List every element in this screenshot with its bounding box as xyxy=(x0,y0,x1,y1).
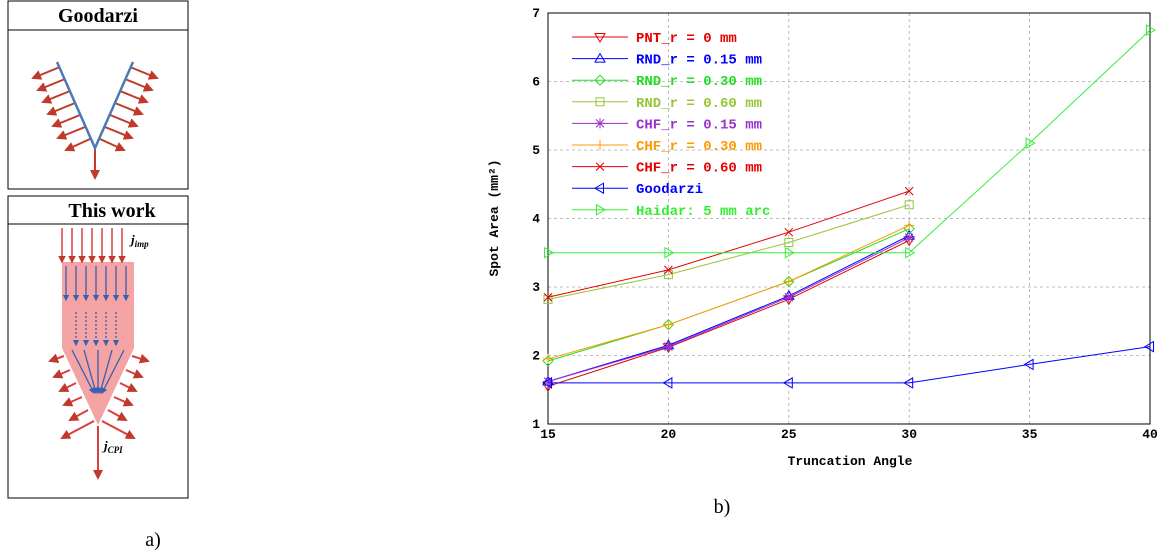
caption: b) xyxy=(714,496,731,518)
data-point xyxy=(904,200,914,210)
legend-label: RND_r = 0.30 mm xyxy=(636,74,762,90)
x-tick-label: 40 xyxy=(1142,427,1158,442)
internal-arrows xyxy=(62,266,130,395)
series-line xyxy=(548,29,1151,254)
series-line xyxy=(547,228,910,362)
data-point xyxy=(664,246,675,259)
data-point xyxy=(663,319,674,330)
legend-marker xyxy=(595,162,605,171)
data-point xyxy=(543,376,553,387)
v-profile xyxy=(55,61,135,152)
y-tick-label: 3 xyxy=(532,280,540,295)
legend-label: Goodarzi xyxy=(636,182,703,198)
data-point xyxy=(664,265,673,275)
x-axis-label: Truncation Angle xyxy=(788,454,913,469)
y-tick-label: 6 xyxy=(532,75,540,90)
series-line xyxy=(547,239,910,387)
label-j-cpi: jCPI xyxy=(102,438,123,455)
caption: a) xyxy=(145,529,161,551)
series-line xyxy=(547,237,910,383)
legend-label: CHF_r = 0.15 mm xyxy=(636,117,762,133)
header: This work xyxy=(68,200,156,222)
data-point xyxy=(1146,24,1156,36)
data-point xyxy=(782,377,793,389)
symbol: j xyxy=(129,232,135,247)
legend-label: CHF_r = 0.60 mm xyxy=(636,161,762,177)
data-point xyxy=(784,246,795,259)
data-point xyxy=(662,377,673,389)
legend-label: CHF_r = 0.30 mm xyxy=(636,139,762,155)
label-j-imp: jimp xyxy=(129,232,149,249)
legend-label: PNT_r = 0 mm xyxy=(636,31,737,47)
x-tick-label: 35 xyxy=(1022,427,1038,442)
legend-marker xyxy=(595,118,605,129)
data-point xyxy=(783,292,794,303)
legend-marker xyxy=(594,52,606,63)
frame xyxy=(7,195,189,499)
data-point xyxy=(1144,340,1154,353)
y-tick-label: 7 xyxy=(532,6,540,21)
legend-label: Haidar: 5 mm arc xyxy=(636,204,770,220)
data-point xyxy=(543,353,553,364)
legend-marker xyxy=(594,182,604,195)
symbol: j xyxy=(102,438,108,453)
y-tick-label: 4 xyxy=(532,212,540,227)
data-point xyxy=(784,227,794,237)
subscript: CPI xyxy=(108,445,124,455)
x-tick-label: 15 xyxy=(540,427,556,442)
y-tick-label: 2 xyxy=(532,349,540,364)
force-arrows xyxy=(48,353,150,480)
series-line xyxy=(547,235,910,383)
legend-label: RND_r = 0.60 mm xyxy=(636,96,762,112)
data-point xyxy=(905,246,916,259)
series-line xyxy=(547,204,910,300)
panel-a: Goodarzi This work jimp jCPI a) xyxy=(7,0,189,551)
x-tick-label: 30 xyxy=(901,427,917,442)
data-point xyxy=(904,186,914,196)
data-point xyxy=(904,220,915,231)
data-point xyxy=(543,292,553,302)
legend-marker xyxy=(596,203,606,216)
plot: 15 20 25 30 35 40 1 2 3 4 5 6 7 PNT_r = 0 mm RND_r = 0… xyxy=(532,6,1158,442)
legend-label: RND_r = 0.15 mm xyxy=(636,53,762,69)
series-line xyxy=(547,190,910,298)
y-tick-label: 5 xyxy=(532,143,540,158)
data-point xyxy=(783,276,794,287)
series-line xyxy=(547,224,910,360)
legend-marker xyxy=(595,140,605,150)
x-tick-label: 25 xyxy=(781,427,797,442)
data-point xyxy=(1023,358,1034,371)
data-point xyxy=(904,232,915,243)
y-tick-label: 1 xyxy=(532,417,540,432)
legend-marker xyxy=(594,33,606,43)
x-tick-label: 20 xyxy=(661,427,677,442)
force-arrows xyxy=(31,66,159,180)
data-point xyxy=(542,377,552,389)
legend-marker xyxy=(594,74,606,86)
data-point xyxy=(663,341,674,352)
incident-arrows xyxy=(58,228,126,264)
y-axis-label: Spot Area (mm²) xyxy=(487,159,502,276)
subscript: imp xyxy=(135,239,150,249)
header: Goodarzi xyxy=(58,5,138,27)
data-point xyxy=(784,237,794,247)
legend-marker xyxy=(595,97,605,107)
data-point xyxy=(903,377,914,389)
plot-frame xyxy=(547,12,1151,425)
data-point xyxy=(1025,137,1036,150)
data-point xyxy=(544,246,554,259)
frame xyxy=(7,0,189,190)
series-line xyxy=(548,346,1151,384)
